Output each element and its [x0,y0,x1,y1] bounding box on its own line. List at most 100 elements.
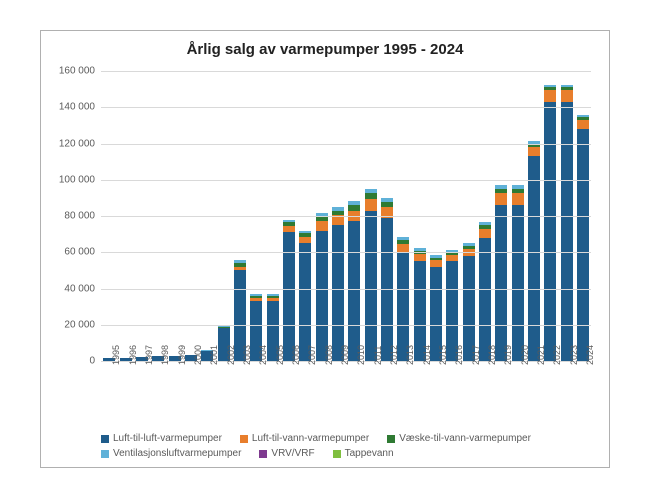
chart-container: Årlig salg av varmepumper 1995 - 2024 02… [0,0,650,500]
bar-segment [544,87,556,90]
bar-segment [234,267,246,271]
bar-segment [299,233,311,237]
bar-segment [267,296,279,299]
bar-segment [218,327,230,328]
legend-swatch [259,450,267,458]
x-tick-label: 2003 [242,345,252,365]
x-tick-label: 2023 [569,345,579,365]
x-tick-label: 1997 [144,345,154,365]
grid-line [101,216,591,217]
legend-swatch [101,435,109,443]
bar-segment [218,327,230,328]
bar-segment [544,85,556,87]
bar-segment [250,294,262,296]
legend: Luft-til-luft-varmepumper Luft-til-vann-v… [101,433,589,459]
x-tick-label: 2010 [356,345,366,365]
bar-segment [512,193,524,205]
x-tick-label: 2022 [552,345,562,365]
x-tick-label: 2024 [585,345,595,365]
x-tick-label: 1996 [128,345,138,365]
bar-segment [561,85,573,87]
bar-segment [332,211,344,216]
x-tick-label: 2015 [438,345,448,365]
x-tick-label: 1995 [111,345,121,365]
x-tick-label: 2016 [454,345,464,365]
x-tick-label: 2007 [307,345,317,365]
legend-item: VRV/VRF [259,448,314,459]
bar-segment [267,294,279,296]
bar-segment [544,90,556,102]
bar-segment [430,258,442,261]
x-tick-label: 2001 [209,345,219,365]
bar-segment [250,296,262,299]
bar-segment [577,117,589,120]
grid-line [101,289,591,290]
bar-segment [267,298,279,301]
bar-segment [495,205,507,361]
bar-segment [332,207,344,211]
legend-label: Tappevann [345,448,394,459]
bar-segment [299,237,311,243]
y-tick-label: 100 000 [59,174,95,185]
y-tick-label: 60 000 [64,247,95,258]
chart-frame: Årlig salg av varmepumper 1995 - 2024 02… [40,30,610,468]
bar-segment [365,211,377,361]
bar-segment [365,199,377,211]
x-tick-label: 2006 [291,345,301,365]
x-tick-label: 2012 [389,345,399,365]
bar-segment [561,87,573,90]
legend-label: Ventilasjonsluftvarmepumper [113,448,241,459]
bar-segment [463,246,475,249]
bar-segment [283,220,295,223]
legend-label: Luft-til-luft-varmepumper [113,433,222,444]
x-tick-label: 2018 [487,345,497,365]
legend-item: Tappevann [333,448,394,459]
bar-segment [234,263,246,267]
bar-segment [299,243,311,361]
bar-segment [283,226,295,232]
legend-item: Luft-til-vann-varmepumper [240,433,369,444]
bar-segment [528,156,540,361]
bar-segment [577,115,589,117]
bar-segment [234,260,246,263]
bar-segment [381,198,393,202]
bar-segment [479,225,491,229]
plot-area: 020 00040 00060 00080 000100 000120 0001… [101,71,591,361]
bar-segment [577,129,589,361]
bar-segment [577,120,589,129]
x-tick-label: 2008 [324,345,334,365]
y-tick-label: 80 000 [64,211,95,222]
bar-segment [512,189,524,194]
bar-segment [479,238,491,361]
bar-segment [381,202,393,207]
grid-line [101,144,591,145]
x-tick-label: 2014 [422,345,432,365]
legend-item: Ventilasjonsluftvarmepumper [101,448,241,459]
x-tick-label: 2021 [536,345,546,365]
bar-segment [348,221,360,361]
bar-segment [446,255,458,261]
legend-item: Luft-til-luft-varmepumper [101,433,222,444]
x-tick-label: 2013 [405,345,415,365]
bar-segment [397,237,409,240]
grid-line [101,71,591,72]
x-tick-label: 2004 [258,345,268,365]
bar-segment [495,185,507,189]
x-tick-label: 2020 [520,345,530,365]
legend-item: Væske-til-vann-varmepumper [387,433,531,444]
x-tick-label: 2002 [226,345,236,365]
bar-segment [561,102,573,361]
bar-segment [479,222,491,225]
legend-label: Luft-til-vann-varmepumper [252,433,369,444]
grid-line [101,180,591,181]
x-tick-label: 2000 [193,345,203,365]
bar-segment [463,243,475,246]
y-tick-label: 160 000 [59,66,95,77]
bar-segment [250,298,262,301]
legend-label: Væske-til-vann-varmepumper [399,433,531,444]
chart-title: Årlig salg av varmepumper 1995 - 2024 [41,41,609,58]
x-tick-label: 1998 [160,345,170,365]
bar-segment [316,231,328,362]
grid-line [101,107,591,108]
bar-segment [414,254,426,261]
